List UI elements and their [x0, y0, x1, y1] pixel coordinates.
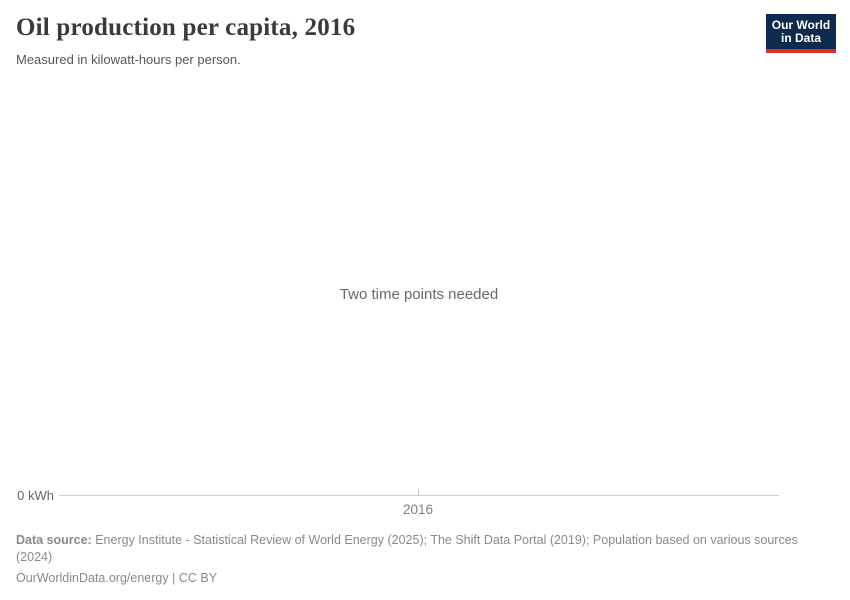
chart-footer: Data source: Energy Institute - Statisti…	[16, 532, 831, 587]
owid-url-link[interactable]: OurWorldinData.org/energy	[16, 571, 169, 585]
page-title: Oil production per capita, 2016	[16, 14, 356, 41]
data-source-text: Energy Institute - Statistical Review of…	[16, 533, 798, 564]
data-source-label: Data source:	[16, 533, 92, 547]
footer-separator: |	[172, 571, 176, 585]
no-data-message: Two time points needed	[339, 286, 499, 303]
attribution-line: OurWorldinData.org/energy | CC BY	[16, 570, 831, 587]
license-link[interactable]: CC BY	[178, 571, 218, 585]
owid-logo-line1: Our World	[771, 18, 831, 32]
owid-logo[interactable]: Our World in Data	[766, 14, 836, 53]
page-subtitle: Measured in kilowatt-hours per person.	[16, 52, 241, 67]
data-source-line: Data source: Energy Institute - Statisti…	[16, 532, 831, 565]
owid-logo-line2: in Data	[780, 31, 821, 45]
y-axis-zero-label: 0 kWh	[17, 488, 54, 503]
x-axis-line	[59, 495, 779, 496]
x-axis-tick	[418, 489, 419, 495]
x-axis-tick-label: 2016	[402, 502, 434, 517]
